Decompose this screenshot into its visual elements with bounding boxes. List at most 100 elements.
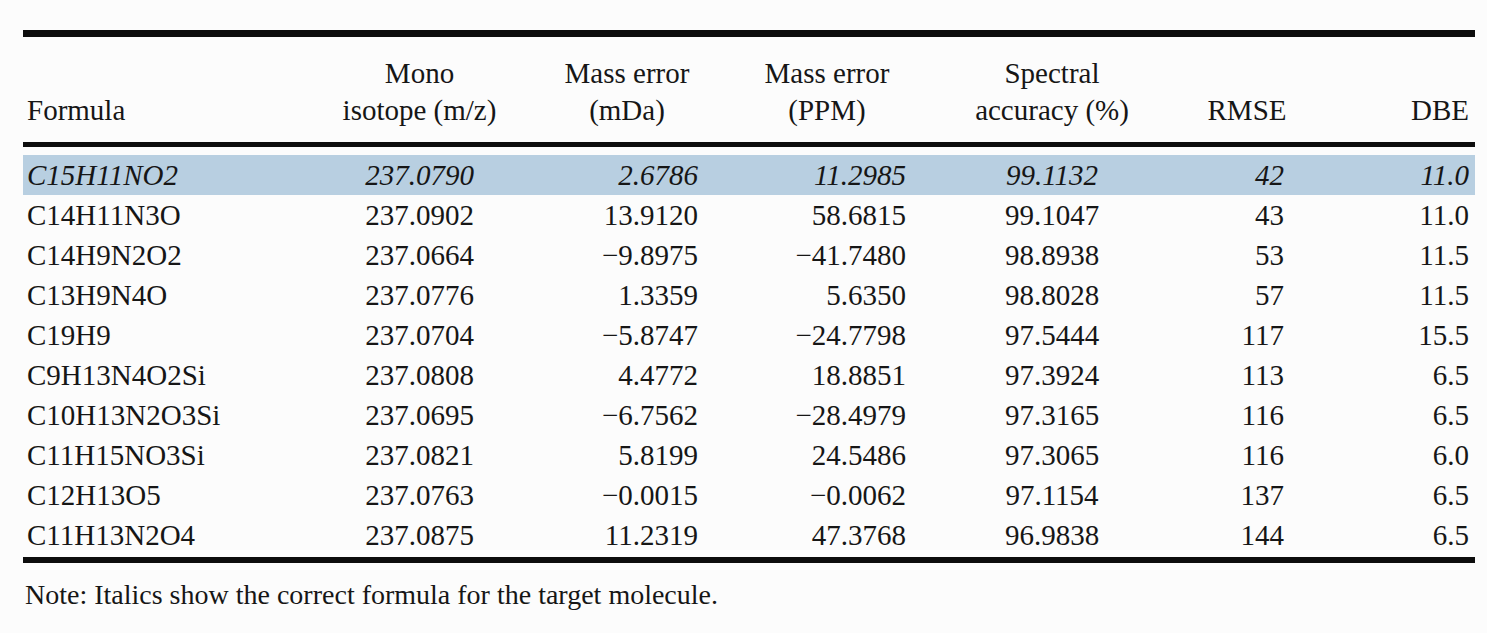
cell-spectral: 98.8938: [932, 235, 1172, 275]
cell-rmse: 43: [1172, 195, 1322, 235]
cell-spectral: 99.1132: [932, 155, 1172, 195]
cell-formula: C9H13N4O2Si: [23, 355, 307, 395]
cell-mono: 237.0695: [307, 395, 532, 435]
cell-ppm: 24.5486: [722, 435, 932, 475]
cell-ppm: −41.7480: [722, 235, 932, 275]
cell-spectral: 97.3065: [932, 435, 1172, 475]
cell-mda: −6.7562: [532, 395, 722, 435]
column-header-rmse: RMSE: [1172, 34, 1322, 145]
cell-mono: 237.0875: [307, 515, 532, 555]
column-header-formula: Formula: [23, 34, 307, 145]
cell-dbe: 11.5: [1322, 235, 1475, 275]
cell-formula: C19H9: [23, 315, 307, 355]
cell-dbe: 6.5: [1322, 475, 1475, 515]
cell-dbe: 6.0: [1322, 435, 1475, 475]
cell-ppm: 5.6350: [722, 275, 932, 315]
cell-spectral: 97.3165: [932, 395, 1172, 435]
table-row: C13H9N4O237.07761.33595.635098.80285711.…: [23, 275, 1475, 315]
column-header-mono: Monoisotope (m/z): [307, 34, 532, 145]
cell-spectral: 96.9838: [932, 515, 1172, 555]
column-header-label-line2: (mDa): [532, 92, 722, 129]
cell-dbe: 11.5: [1322, 275, 1475, 315]
table-row: C19H9237.0704−5.8747−24.779897.544411715…: [23, 315, 1475, 355]
cell-formula: C10H13N2O3Si: [23, 395, 307, 435]
cell-ppm: 18.8851: [722, 355, 932, 395]
table-header-row: FormulaMonoisotope (m/z)Mass error(mDa)M…: [23, 34, 1475, 145]
cell-ppm: 47.3768: [722, 515, 932, 555]
cell-mono: 237.0821: [307, 435, 532, 475]
column-header-label: RMSE: [1172, 92, 1322, 129]
cell-rmse: 116: [1172, 435, 1322, 475]
cell-dbe: 11.0: [1322, 155, 1475, 195]
cell-dbe: 6.5: [1322, 395, 1475, 435]
table-row: C11H15NO3Si237.08215.819924.548697.30651…: [23, 435, 1475, 475]
cell-mda: −5.8747: [532, 315, 722, 355]
cell-mono: 237.0704: [307, 315, 532, 355]
column-header-label: Mono: [307, 55, 532, 92]
cell-mda: 2.6786: [532, 155, 722, 195]
column-header-label: DBE: [1322, 92, 1469, 129]
column-header-mda: Mass error(mDa): [532, 34, 722, 145]
cell-spectral: 97.3924: [932, 355, 1172, 395]
cell-dbe: 11.0: [1322, 195, 1475, 235]
cell-ppm: −0.0062: [722, 475, 932, 515]
cell-mda: 1.3359: [532, 275, 722, 315]
cell-formula: C11H15NO3Si: [23, 435, 307, 475]
cell-formula: C12H13O5: [23, 475, 307, 515]
cell-mono: 237.0776: [307, 275, 532, 315]
column-header-label-line2: accuracy (%): [932, 92, 1172, 129]
cell-ppm: 58.6815: [722, 195, 932, 235]
column-header-label-line2: (PPM): [722, 92, 932, 129]
column-header-label: Mass error: [532, 55, 722, 92]
formula-candidates-figure: FormulaMonoisotope (m/z)Mass error(mDa)M…: [23, 30, 1465, 612]
table-note: Note: Italics show the correct formula f…: [23, 578, 1465, 612]
table-row: C11H13N2O4237.087511.231947.376896.98381…: [23, 515, 1475, 555]
cell-ppm: −28.4979: [722, 395, 932, 435]
cell-formula: C11H13N2O4: [23, 515, 307, 555]
highlighted-correct-formula-row: C15H11NO2237.07902.678611.298599.1132421…: [23, 155, 1475, 195]
cell-dbe: 6.5: [1322, 355, 1475, 395]
cell-dbe: 15.5: [1322, 315, 1475, 355]
cell-mono: 237.0902: [307, 195, 532, 235]
cell-mda: 4.4772: [532, 355, 722, 395]
cell-ppm: −24.7798: [722, 315, 932, 355]
cell-mda: 13.9120: [532, 195, 722, 235]
table-row: C10H13N2O3Si237.0695−6.7562−28.497997.31…: [23, 395, 1475, 435]
cell-spectral: 98.8028: [932, 275, 1172, 315]
cell-rmse: 53: [1172, 235, 1322, 275]
column-header-label: Spectral: [932, 55, 1172, 92]
cell-spectral: 97.1154: [932, 475, 1172, 515]
cell-mda: 5.8199: [532, 435, 722, 475]
cell-rmse: 117: [1172, 315, 1322, 355]
cell-mono: 237.0790: [307, 155, 532, 195]
cell-formula: C14H11N3O: [23, 195, 307, 235]
column-header-spectral: Spectralaccuracy (%): [932, 34, 1172, 145]
cell-rmse: 116: [1172, 395, 1322, 435]
cell-ppm: 11.2985: [722, 155, 932, 195]
cell-dbe: 6.5: [1322, 515, 1475, 555]
table-header: FormulaMonoisotope (m/z)Mass error(mDa)M…: [23, 34, 1475, 145]
table-row: C14H9N2O2237.0664−9.8975−41.748098.89385…: [23, 235, 1475, 275]
cell-mono: 237.0664: [307, 235, 532, 275]
column-header-label: Mass error: [722, 55, 932, 92]
cell-rmse: 137: [1172, 475, 1322, 515]
cell-spectral: 99.1047: [932, 195, 1172, 235]
cell-mda: −0.0015: [532, 475, 722, 515]
formula-candidates-table: FormulaMonoisotope (m/z)Mass error(mDa)M…: [23, 30, 1475, 563]
cell-formula: C15H11NO2: [23, 155, 307, 195]
cell-formula: C13H9N4O: [23, 275, 307, 315]
table-row: C9H13N4O2Si237.08084.477218.885197.39241…: [23, 355, 1475, 395]
cell-spectral: 97.5444: [932, 315, 1172, 355]
cell-rmse: 57: [1172, 275, 1322, 315]
cell-mda: 11.2319: [532, 515, 722, 555]
table-row: C14H11N3O237.090213.912058.681599.104743…: [23, 195, 1475, 235]
column-header-ppm: Mass error(PPM): [722, 34, 932, 145]
cell-rmse: 113: [1172, 355, 1322, 395]
column-header-label-line2: isotope (m/z): [307, 92, 532, 129]
cell-mono: 237.0763: [307, 475, 532, 515]
cell-formula: C14H9N2O2: [23, 235, 307, 275]
table-body: C15H11NO2237.07902.678611.298599.1132421…: [23, 145, 1475, 560]
cell-rmse: 42: [1172, 155, 1322, 195]
cell-mono: 237.0808: [307, 355, 532, 395]
cell-rmse: 144: [1172, 515, 1322, 555]
